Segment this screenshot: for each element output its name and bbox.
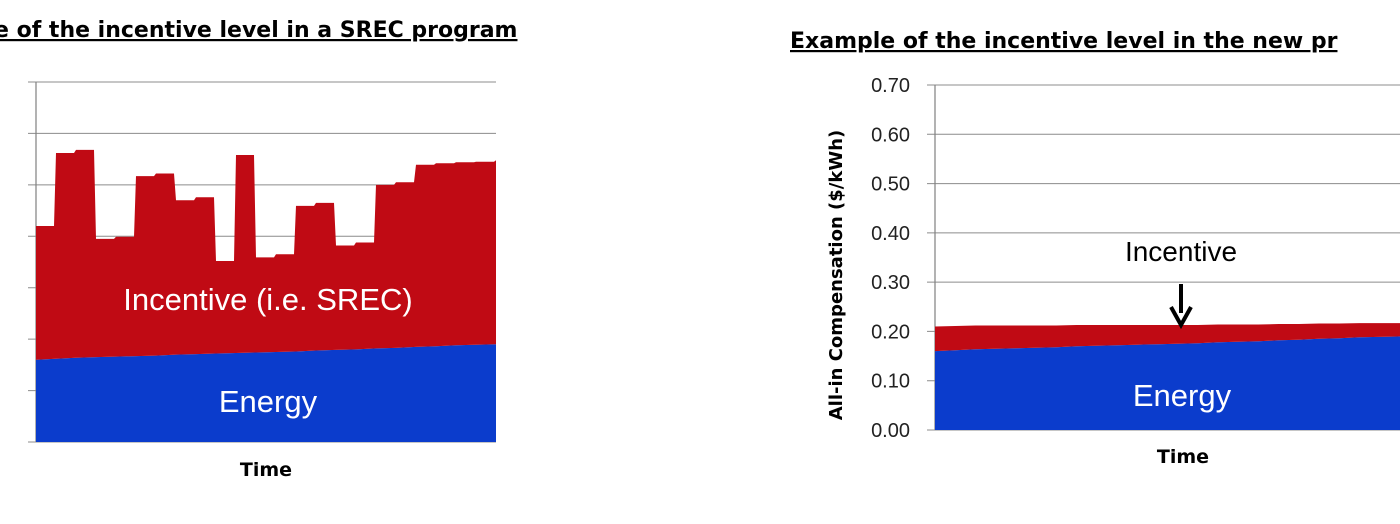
y-tick-label: 0.10 [871, 371, 910, 393]
y-tick-label: 0.20 [871, 321, 910, 343]
series-area-energy [935, 336, 1400, 430]
x-axis-label: Time [240, 459, 292, 481]
y-tick-label: 0.60 [871, 124, 910, 146]
series-area-incentive [36, 149, 496, 360]
series-label: Energy [219, 384, 318, 419]
y-tick-label: 0.70 [871, 75, 910, 97]
y-tick-label: 0.30 [871, 272, 910, 294]
y-tick-label: 0.50 [871, 174, 910, 196]
series-label: Incentive (i.e. SREC) [123, 282, 412, 317]
series-area-energy [36, 344, 496, 442]
series-area-incentive [935, 323, 1400, 352]
chart-title: e of the incentive level in a SREC progr… [0, 18, 517, 43]
arrow-down-icon [1169, 306, 1193, 330]
series-label: Energy [1133, 378, 1232, 413]
chart-title: Example of the incentive level in the ne… [790, 29, 1338, 54]
y-tick-label: 0.00 [871, 420, 910, 442]
chart-2: Energy 0.00 0.10 0.20 0.30 0.40 0.50 0.60 0.70 Ex… [790, 29, 1400, 468]
x-axis-label: Time [1157, 446, 1209, 468]
y-axis-label: All-in Compensation ($/kWh) [826, 130, 847, 421]
annotation-label: Incentive [1125, 236, 1237, 267]
y-tick-label: 0.40 [871, 223, 910, 245]
